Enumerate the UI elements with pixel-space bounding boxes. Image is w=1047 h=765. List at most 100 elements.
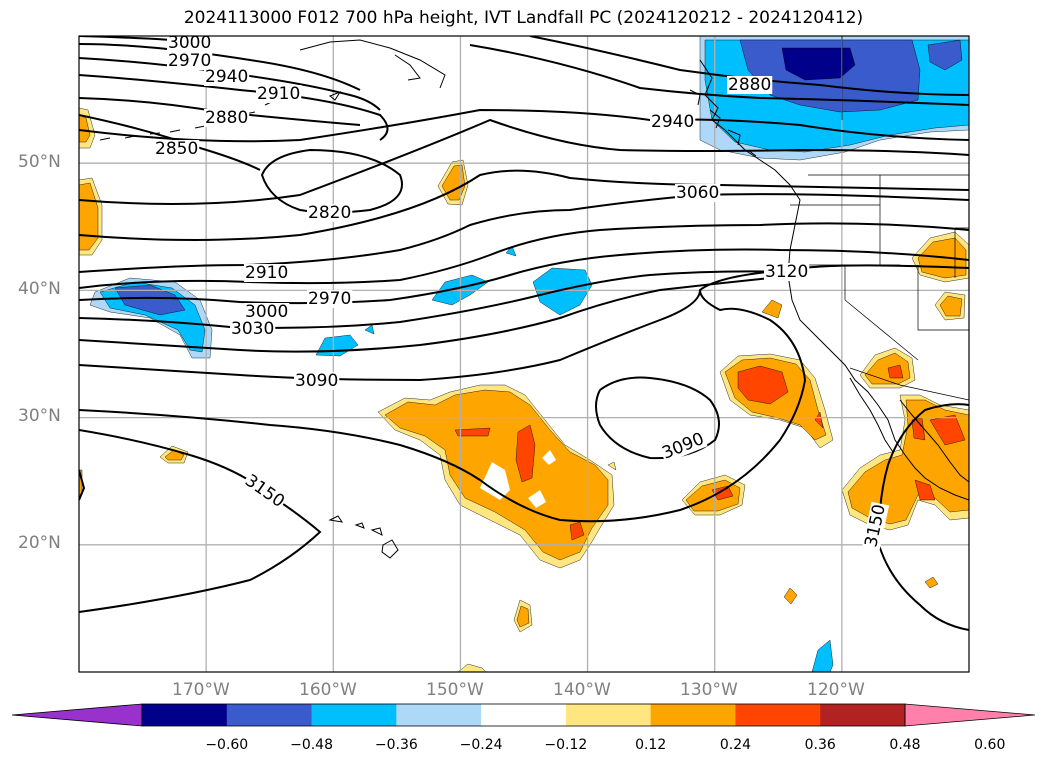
positive-anomaly-ca-small-red <box>814 411 824 429</box>
positive-anomaly-baja-red-3 <box>911 417 926 441</box>
positive-anomaly-rockies-2-or <box>939 295 963 317</box>
contour-label: 2910 <box>245 263 288 283</box>
border-ut-az <box>917 265 969 331</box>
lon-label: 140°W <box>553 680 611 700</box>
negative-anomaly-west-blue <box>114 284 186 316</box>
colorbar-segment <box>565 704 652 726</box>
contour-label: 2940 <box>205 67 248 87</box>
colorbar-segment <box>142 704 228 726</box>
colorbar-extend-high <box>904 703 1036 727</box>
colorbar-tick-label: 0.36 <box>804 737 836 753</box>
border-nv <box>844 265 919 361</box>
colorbar-segment <box>396 704 482 726</box>
positive-anomaly-central-red-1 <box>515 424 536 483</box>
lon-label: 150°W <box>426 680 484 700</box>
anomaly-hole-1 <box>480 462 510 500</box>
contour-label-bg <box>244 303 290 321</box>
lat-label: 50°N <box>18 152 61 172</box>
colorbar-tick-label: 0.60 <box>974 737 1006 753</box>
colorbar-tick-label: −0.60 <box>205 737 249 753</box>
positive-anomaly-tiny <box>607 461 617 471</box>
positive-anomaly-south-2 <box>783 587 798 605</box>
height-contours <box>79 36 969 631</box>
colorbar-tick-label: 0.48 <box>889 737 921 753</box>
contour-label: 3000 <box>245 302 288 322</box>
contour-label: 3030 <box>231 319 274 339</box>
border-us-mexico <box>849 367 969 401</box>
contour-label: 2910 <box>257 84 300 104</box>
contour-label: 2940 <box>651 112 694 132</box>
colorbar-extend-low <box>11 703 143 727</box>
negative-anomaly-blob-5 <box>505 245 517 257</box>
negative-anomaly-pnw-navy <box>781 47 856 81</box>
contour-2970-north <box>79 43 361 91</box>
contour-label-bg <box>650 113 696 131</box>
ivt-shading <box>79 36 969 672</box>
coastline-alaska-3 <box>329 90 342 101</box>
contour-label: 2970 <box>168 51 211 71</box>
contour-label: 2880 <box>205 108 248 128</box>
coastline-baja <box>849 377 894 453</box>
contour-label: 2880 <box>728 75 771 95</box>
contour-label-bg <box>764 263 810 281</box>
lon-label: 170°W <box>172 680 230 700</box>
contour-3000-south <box>79 248 969 305</box>
positive-anomaly-baja-red-2 <box>929 414 966 446</box>
contour-label-bg <box>204 109 250 127</box>
contour-label-bg <box>204 68 250 86</box>
contour-label-bg <box>230 320 276 338</box>
colorbar-tick-label: −0.12 <box>544 737 588 753</box>
contour-label-bg <box>256 85 302 103</box>
contour-3000-mid <box>79 169 969 241</box>
coastlines <box>99 39 969 559</box>
lat-label: 20°N <box>18 533 61 553</box>
colorbar <box>11 703 1036 727</box>
negative-anomaly-blob-2 <box>532 267 593 316</box>
hawaii-islands <box>328 515 399 559</box>
anomaly-hole-2 <box>542 450 556 465</box>
positive-anomaly-mexico-north-red <box>887 364 904 379</box>
coastline-alaska-1 <box>299 39 446 89</box>
contour-label: 2970 <box>308 289 351 309</box>
colorbar-segment <box>311 704 397 726</box>
colorbar-segment <box>820 704 906 726</box>
positive-anomaly-trop-mid-red <box>711 485 734 501</box>
figure-title: 2024113000 F012 700 hPa height, IVT Land… <box>183 8 864 28</box>
contour-label-bg <box>244 264 290 282</box>
colorbar-tick-label: −0.36 <box>374 737 418 753</box>
contour-label: 2850 <box>155 139 198 159</box>
contour-3150-west <box>79 469 86 501</box>
contour-label-bg <box>675 184 721 202</box>
colorbar-tick-label: 0.12 <box>635 737 667 753</box>
contour-label: 3000 <box>168 33 211 53</box>
contour-label-bg <box>307 290 353 308</box>
colorbar-tick-label: −0.24 <box>459 737 503 753</box>
contour-label-bg <box>240 470 289 512</box>
positive-anomaly-gulf-alaska-or <box>441 164 466 201</box>
coastline-gulf-california <box>899 399 969 483</box>
lon-label: 130°W <box>680 680 738 700</box>
coastline-north-america <box>699 59 969 501</box>
positive-anomaly-hawaii-west-or <box>164 449 185 461</box>
contour-label: 3120 <box>765 262 808 282</box>
contour-2940-east <box>79 108 969 143</box>
contour-3060 <box>79 274 801 353</box>
lon-label: 120°W <box>807 680 865 700</box>
lon-label: 160°W <box>299 680 357 700</box>
positive-anomaly-oregon-small <box>761 299 783 319</box>
contour-3030 <box>79 270 791 329</box>
positive-anomaly-south-1-or <box>516 605 530 628</box>
positive-anomaly-central-red-2 <box>454 427 491 437</box>
contour-label-bg <box>167 36 213 52</box>
contour-label-bg <box>307 204 353 222</box>
lat-label: 30°N <box>18 406 61 426</box>
contour-label-bg <box>658 429 708 464</box>
colorbar-outline <box>141 703 906 727</box>
colorbar-tick-label: −0.48 <box>290 737 333 753</box>
contour-label-bg <box>167 52 213 70</box>
positive-anomaly-west-edge-2-or <box>79 114 91 143</box>
positive-anomaly-central-red-3 <box>569 521 585 541</box>
contour-label: 2820 <box>308 203 351 223</box>
colorbar-segment <box>226 704 313 726</box>
negative-anomaly-blob-4 <box>364 324 375 335</box>
